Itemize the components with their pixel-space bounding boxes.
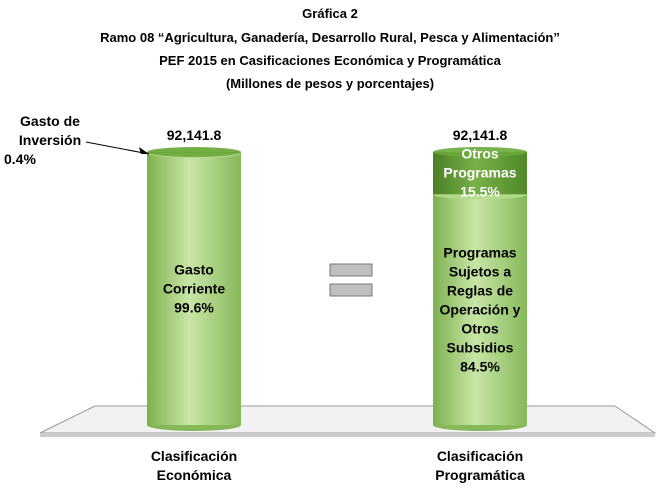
bar-segment: [433, 152, 527, 195]
segment-label: Gasto de Inversión 0.4%: [0, 112, 100, 169]
total-label: 92,141.8: [452, 127, 508, 143]
series-name: Gasto de Inversión: [18, 113, 82, 148]
chart-subtitle: PEF 2015 en Casificaciones Económica y P…: [159, 53, 501, 68]
value-label: 15.5%: [460, 183, 500, 200]
chart-title: Gráfica 2: [302, 6, 358, 21]
leader-arrow: [85, 141, 150, 155]
bar-segment: [433, 194, 527, 425]
x-tick-label: Clasificación Económica: [150, 448, 238, 483]
series-name: Otros Programas: [443, 145, 517, 181]
value-label: 0.4%: [4, 151, 36, 167]
equals-sign: [329, 283, 373, 297]
segment-label: Gasto Corriente 99.6%: [147, 261, 241, 318]
equals-sign: [329, 263, 373, 277]
floor-edge: [40, 433, 655, 437]
series-name: Programas Sujetos a Reglas de Operación …: [439, 244, 521, 356]
value-label: 99.6%: [174, 299, 214, 316]
chart-subtitle: (Millones de pesos y porcentajes): [225, 76, 435, 91]
bar-segment-top: [433, 147, 527, 157]
bar-segment: [147, 153, 241, 426]
series-name: Gasto Corriente: [162, 261, 226, 297]
total-label: 92,141.8: [166, 127, 222, 143]
chart-subtitle: Ramo 08 “Agricultura, Ganadería, Desarro…: [100, 30, 560, 45]
floor: [39, 405, 657, 434]
bar-segment-top: [147, 147, 241, 157]
segment-label: Programas Sujetos a Reglas de Operación …: [433, 243, 527, 376]
segment-label: Otros Programas 15.5%: [433, 145, 527, 202]
x-tick-label: Clasificación Programática: [435, 448, 525, 483]
value-label: 84.5%: [460, 358, 500, 375]
arrow-head: [139, 147, 149, 154]
